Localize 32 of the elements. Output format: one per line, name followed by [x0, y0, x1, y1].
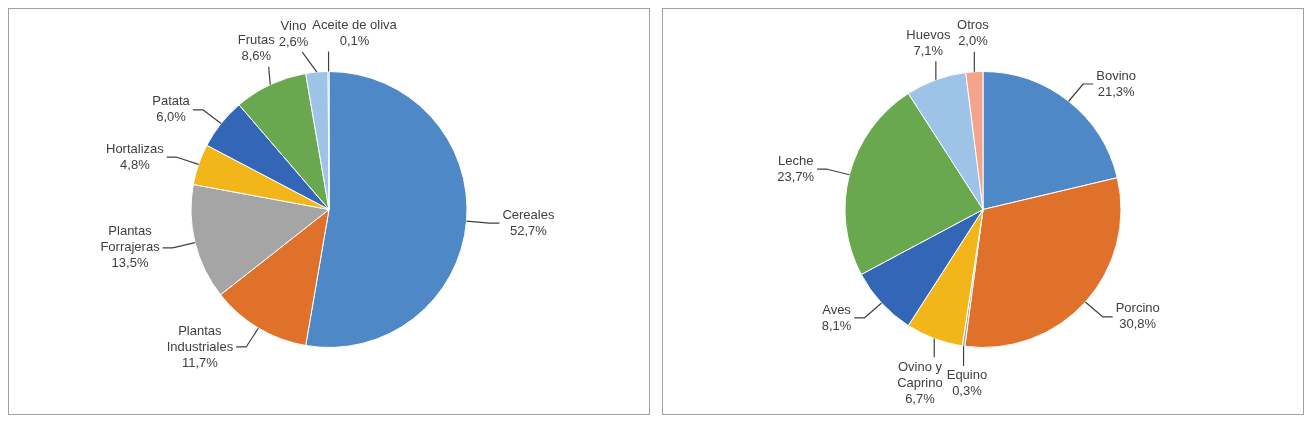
slice-label: Aceite de oliva [312, 17, 398, 33]
data-label: 8,1% [821, 317, 852, 333]
data-label: 23,7% [777, 168, 815, 184]
data-label: 2,6% [278, 33, 309, 49]
data-label: 4,8% [120, 156, 151, 172]
data-label: 13,5% [111, 255, 149, 271]
data-label: 21,3% [1097, 83, 1135, 99]
slice-label: Plantas Industriales [166, 322, 234, 354]
slice-label: Porcino [1115, 300, 1160, 316]
slice-label: Huevos [906, 26, 951, 42]
data-label: 7,1% [913, 42, 944, 58]
data-label: 6,7% [905, 390, 936, 406]
data-label: 8,6% [241, 48, 272, 64]
slice-label: Cereales [502, 206, 555, 222]
data-label: 0,1% [339, 33, 370, 49]
slice-label: Patata [152, 93, 191, 109]
data-label: 11,7% [181, 354, 219, 370]
data-label: 52,7% [510, 222, 548, 238]
data-label: 2,0% [958, 33, 989, 49]
data-label: 30,8% [1119, 316, 1157, 332]
slice-label: Bovino [1096, 67, 1136, 83]
slice-label: Aves [822, 301, 852, 317]
slice-label: Frutas [237, 32, 276, 48]
slice-label: Vino [280, 17, 307, 33]
slice-label: Plantas Forrajeras [100, 223, 161, 255]
slice-label: Otros [957, 17, 990, 33]
data-label: 6,0% [156, 109, 187, 125]
slice-label: Hortalizas [105, 140, 165, 156]
data-label: 0,3% [952, 383, 983, 399]
slice-label: Equino [946, 367, 988, 383]
slice-label: Ovino y Caprino [897, 358, 943, 390]
slice-label: Leche [778, 152, 814, 168]
